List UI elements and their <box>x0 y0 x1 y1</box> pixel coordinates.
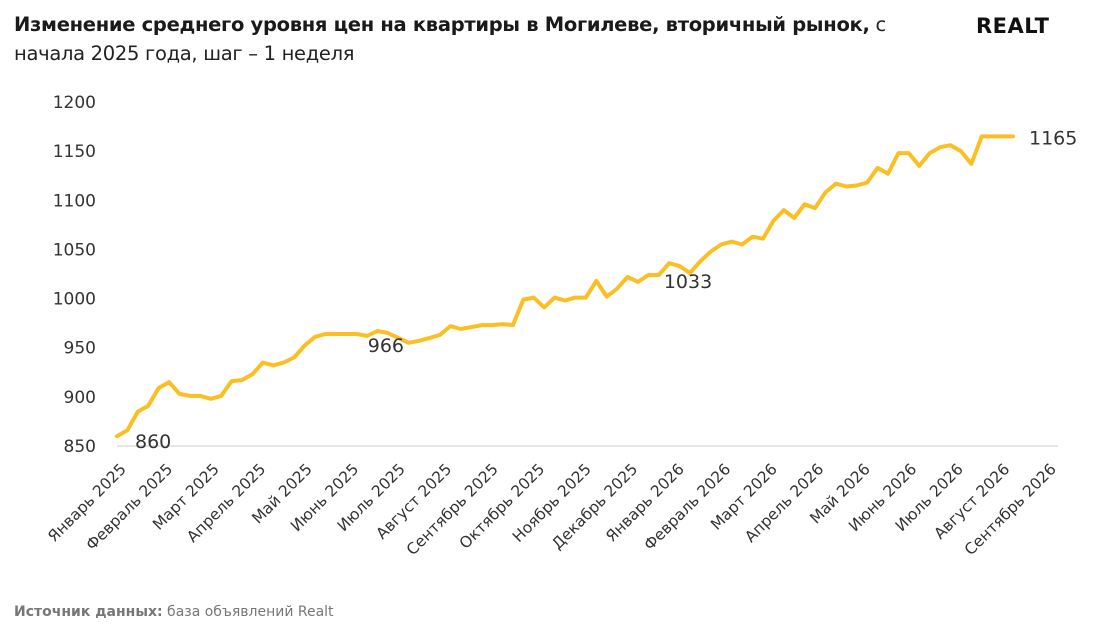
x-tick-label: Январь 2025 <box>44 460 129 545</box>
y-tick-label: 1000 <box>53 290 96 310</box>
data-label: 1033 <box>664 271 712 293</box>
data-label: 966 <box>368 335 404 357</box>
data-source: Источник данных: база объявлений Realt <box>14 604 334 620</box>
realt-logo: REALT <box>976 14 1050 38</box>
title-subtitle: с начала 2025 года, шаг – 1 неделя <box>14 13 886 65</box>
price-series-line <box>115 134 1015 439</box>
y-tick-label: 1050 <box>53 240 96 260</box>
y-tick-label: 1150 <box>53 142 96 162</box>
source-text: база объявлений Realt <box>162 604 334 620</box>
x-tick-label: Октябрь 2025 <box>456 460 549 553</box>
y-tick-label: 900 <box>64 388 96 408</box>
y-axis-ticks: 850 900 950 1000 1050 1100 1150 1200 <box>53 93 96 457</box>
y-tick-label: 1100 <box>53 191 96 211</box>
data-label: 860 <box>135 431 171 453</box>
source-label: Источник данных: <box>14 604 163 620</box>
data-annotations: 860 966 1033 1165 <box>135 127 1077 453</box>
y-tick-label: 850 <box>64 437 96 457</box>
chart-title: Изменение среднего уровня цен на квартир… <box>14 10 914 68</box>
y-tick-label: 950 <box>64 339 96 359</box>
y-tick-label: 1200 <box>53 93 96 113</box>
title-main: Изменение среднего уровня цен на квартир… <box>14 13 870 36</box>
data-label: 1165 <box>1029 127 1077 149</box>
